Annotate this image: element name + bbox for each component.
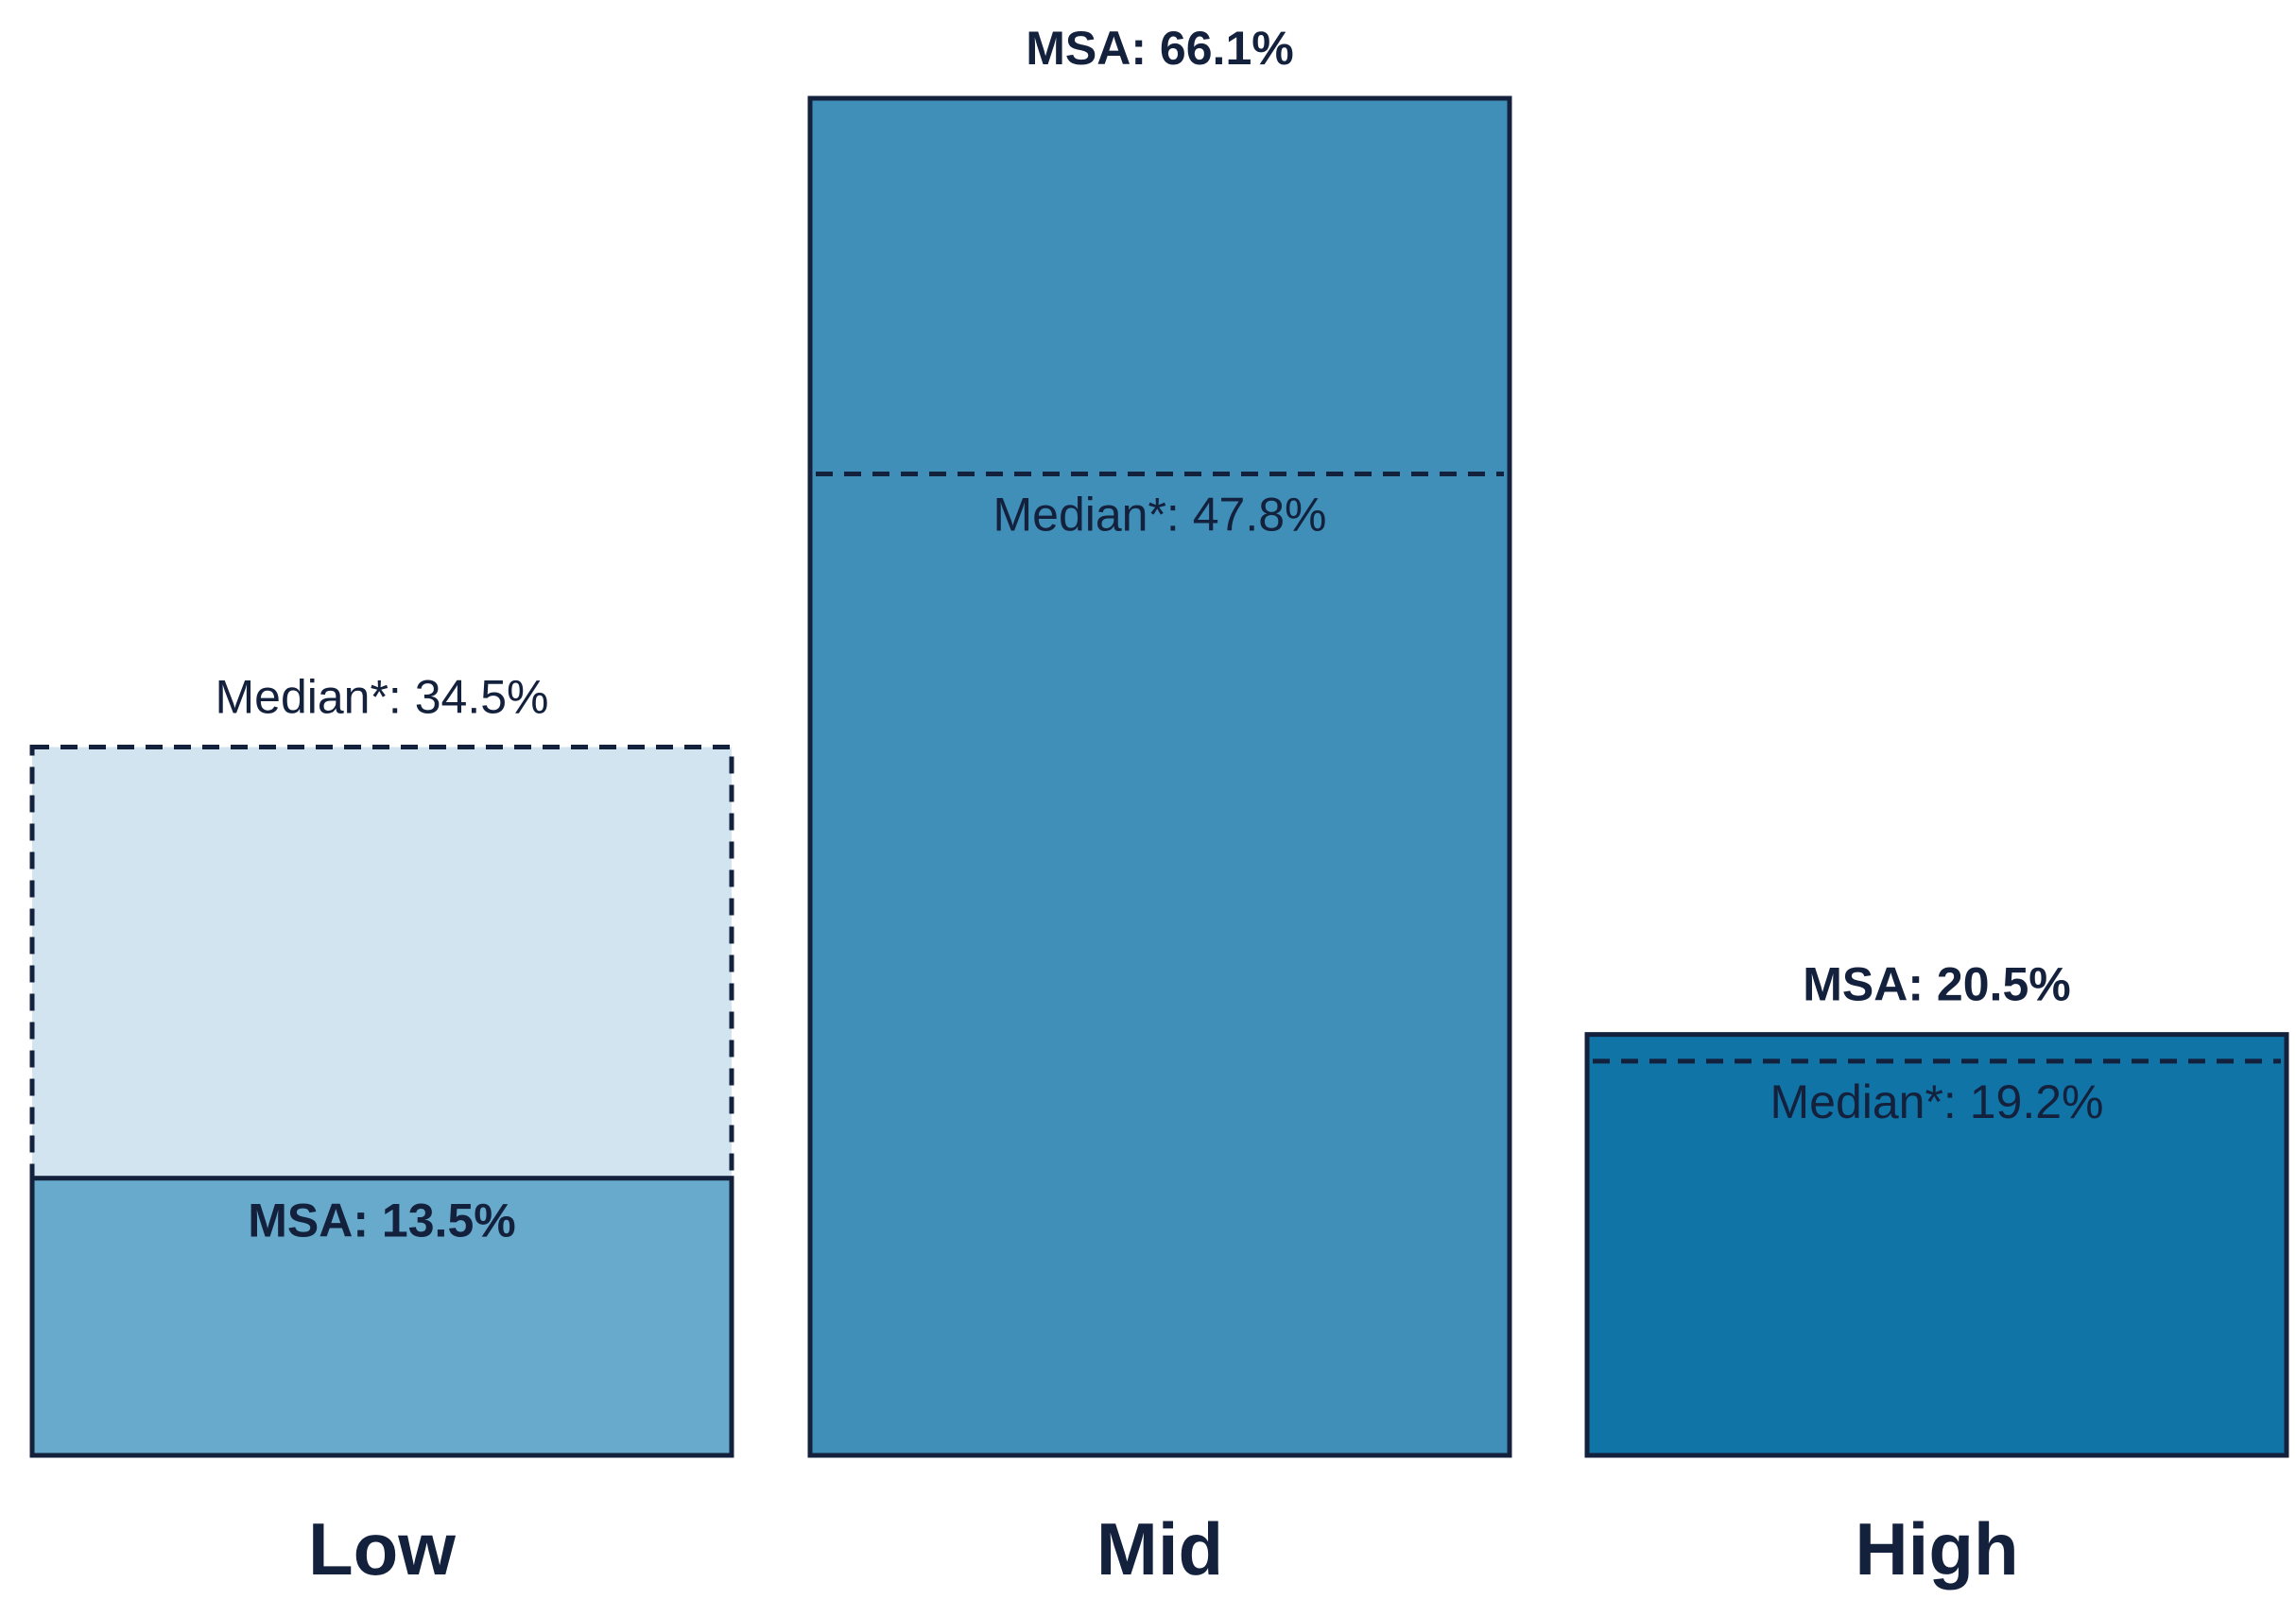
category-label-mid: Mid (1096, 1507, 1223, 1590)
msa-label-low: MSA: 13.5% (248, 1195, 515, 1247)
msa-bar-high (1584, 1032, 2289, 1458)
median-label-low: Median*: 34.5% (215, 670, 548, 723)
median-label-mid: Median*: 47.8% (993, 489, 1326, 542)
msa-bar-mid (807, 95, 1512, 1458)
msa-bar-low (29, 1176, 734, 1458)
category-label-low: Low (308, 1507, 456, 1590)
msa-label-mid: MSA: 66.1% (1026, 22, 1293, 75)
msa-label-high: MSA: 20.5% (1803, 958, 2070, 1011)
median-label-high: Median*: 19.2% (1769, 1075, 2103, 1128)
category-label-high: High (1855, 1507, 2018, 1590)
